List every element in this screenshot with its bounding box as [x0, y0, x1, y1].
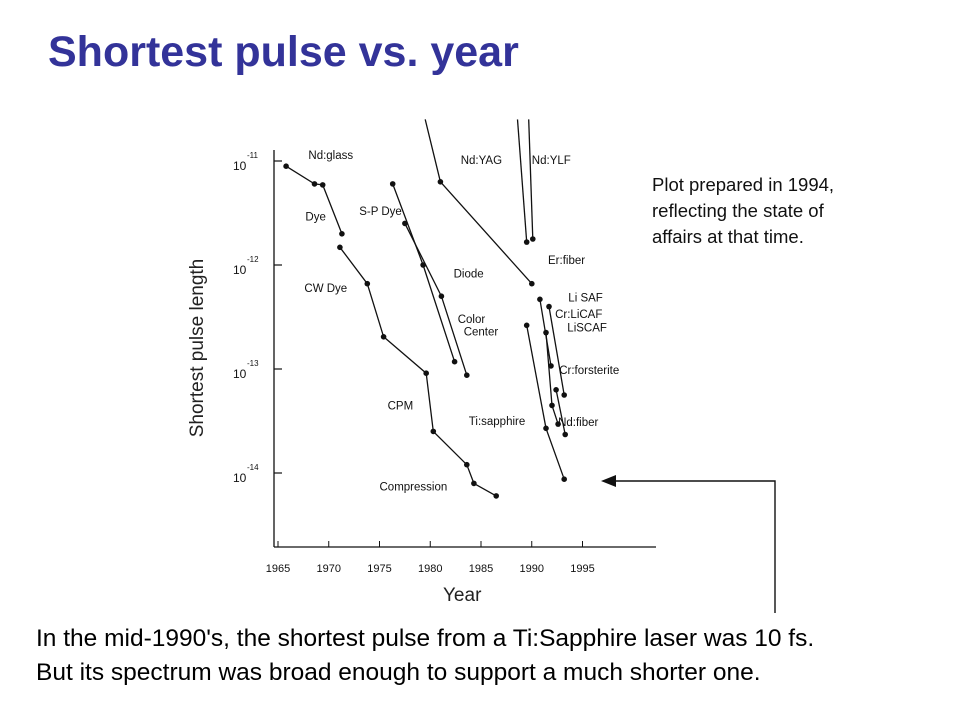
arrow-head: [601, 475, 616, 487]
chart-annotation: Nd:YAG: [461, 155, 502, 167]
data-point: [430, 428, 437, 435]
data-point: [561, 476, 567, 483]
chart-series: [285, 119, 566, 497]
y-tick-label: 10: [233, 471, 247, 485]
x-tick-label: 1965: [266, 563, 290, 575]
y-tick-exponent: -11: [247, 151, 259, 160]
caption-line-2: But its spectrum was broad enough to sup…: [36, 659, 761, 686]
data-point: [529, 280, 535, 287]
data-point: [464, 461, 470, 468]
x-tick-label: 1985: [469, 563, 493, 575]
data-point: [423, 370, 430, 377]
arrow-line: [614, 480, 776, 613]
x-tick-label: 1970: [317, 563, 341, 575]
data-point: [311, 181, 318, 187]
y-tick-label: 10: [233, 263, 247, 277]
data-point: [553, 387, 559, 393]
data-point: [543, 329, 549, 336]
data-point: [562, 431, 568, 438]
data-point: [451, 358, 458, 365]
chart-annotation: Nd:glass: [308, 150, 353, 162]
note-line-1: Plot prepared in 1994,: [652, 174, 835, 195]
chart-annotation: Li SAF: [568, 292, 603, 304]
chart-annotation: S-P Dye: [359, 206, 402, 218]
data-point: [420, 262, 426, 268]
chart-points: [283, 163, 568, 499]
x-tick-label: 1975: [367, 563, 391, 575]
chart-annotation: Ti:sapphire: [469, 416, 525, 428]
data-point: [380, 334, 387, 340]
chart-annotation: CPM: [388, 401, 414, 413]
y-tick-exponent: -13: [247, 359, 259, 368]
x-axis-label: Year: [443, 585, 482, 606]
data-point: [543, 425, 549, 432]
y-tick-label: 10: [233, 367, 247, 381]
data-point: [548, 363, 554, 369]
data-point: [471, 480, 477, 487]
page-title: Shortest pulse vs. year: [48, 28, 519, 76]
pointer-arrow: [601, 475, 776, 613]
series-line: [424, 119, 533, 285]
data-point: [537, 296, 543, 303]
caption: In the mid-1990's, the shortest pulse fr…: [36, 622, 814, 690]
series-line: [528, 119, 534, 240]
chart-annotation: Dye: [305, 211, 325, 223]
note-line-3: affairs at that time.: [652, 226, 804, 247]
data-point: [555, 421, 561, 427]
note-line-2: reflecting the state of: [652, 200, 824, 221]
chart-annotation: Compression: [380, 482, 448, 494]
data-point: [339, 231, 345, 237]
chart-annotation: Diode: [454, 269, 484, 281]
series-line: [555, 389, 566, 435]
chart-annotation: Nd:fiber: [558, 417, 598, 429]
chart-annotation: Er:fiber: [548, 255, 585, 267]
series-line: [285, 165, 343, 235]
series-line: [516, 119, 528, 243]
chart-annotation: Center: [464, 327, 499, 339]
data-point: [493, 493, 500, 499]
plot-note: Plot prepared in 1994, reflecting the st…: [652, 172, 834, 250]
chart-annotation: CW Dye: [304, 283, 347, 295]
series-line: [392, 183, 456, 362]
data-point: [523, 239, 530, 245]
data-point: [546, 303, 552, 310]
data-point: [364, 280, 371, 287]
chart-annotations: Nd:glass Dye S-P Dye CW Dye Nd:YAG Nd:YLF Er:f…: [304, 150, 619, 494]
caption-line-1: In the mid-1990's, the shortest pulse fr…: [36, 625, 815, 652]
data-point: [319, 182, 326, 188]
chart-annotation: Cr:forsterite: [559, 365, 619, 377]
y-axis-label: Shortest pulse length: [187, 258, 208, 438]
data-point: [283, 163, 289, 169]
data-point: [561, 392, 567, 398]
data-point: [402, 220, 408, 227]
series-line: [404, 223, 468, 376]
chart-annotation: Color: [458, 314, 486, 326]
data-point: [464, 372, 470, 379]
chart-annotation: Cr:LiCAF: [555, 309, 602, 321]
data-point: [438, 293, 445, 300]
data-point: [523, 322, 530, 329]
x-tick-label: 1980: [418, 563, 442, 575]
chart-annotation: Nd:YLF: [532, 155, 571, 167]
series-line: [548, 306, 565, 396]
data-point: [530, 236, 536, 242]
chart-annotation: LiSCAF: [567, 323, 607, 335]
x-tick-label: 1990: [520, 563, 544, 575]
data-point: [389, 181, 396, 187]
chart-axes: 1965 1970 1975 1980 1985 1990 199510-1110-1210…: [233, 150, 656, 575]
y-tick-exponent: -12: [247, 255, 259, 264]
x-tick-label: 1995: [570, 563, 594, 575]
data-point: [437, 179, 444, 185]
data-point: [549, 402, 555, 409]
y-tick-exponent: -14: [247, 463, 259, 472]
y-tick-label: 10: [233, 159, 247, 173]
series-line: [339, 246, 497, 497]
data-point: [337, 244, 343, 251]
